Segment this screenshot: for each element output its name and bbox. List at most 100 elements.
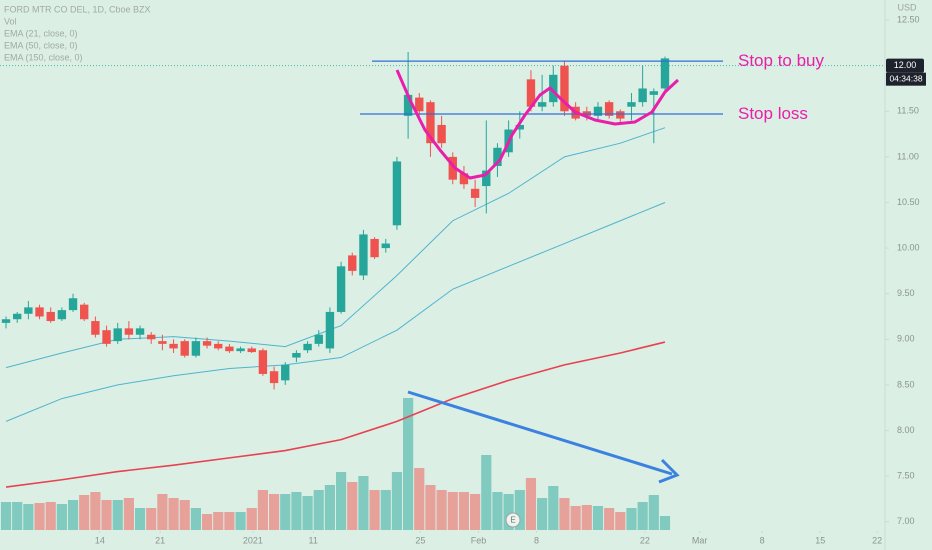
candle-body (426, 102, 435, 144)
x-tick-label: Mar (692, 535, 708, 545)
candle-body (191, 341, 201, 356)
level-label: Stop to buy (738, 51, 825, 70)
volume-bar (56, 504, 67, 530)
x-tick-label: 14 (95, 535, 105, 545)
candle-body (649, 91, 658, 95)
volume-bar (34, 503, 45, 530)
x-tick-label: 11 (308, 535, 317, 545)
earnings-badge (505, 512, 521, 528)
volume-bar (235, 512, 246, 530)
volume-bar (492, 492, 503, 530)
candle-body (403, 94, 413, 116)
candle-body (660, 58, 670, 89)
candle-body (135, 328, 145, 335)
y-tick-label: 11.00 (897, 151, 919, 161)
volume-bar (391, 472, 403, 530)
volume-bar (347, 482, 358, 530)
candle-body (158, 341, 167, 344)
volume-bar (201, 514, 213, 530)
candle-body (68, 298, 78, 311)
volume-bar (447, 492, 458, 530)
candle-body (359, 234, 368, 276)
candle-body (604, 102, 614, 116)
candle-body (24, 307, 33, 314)
candle-body (627, 102, 636, 107)
volume-bar (380, 490, 391, 530)
volume-bar (581, 505, 592, 530)
y-tick-label: 7.50 (897, 470, 915, 480)
candle-body (549, 74, 558, 103)
volume-bar (0, 502, 12, 530)
candle-body (202, 341, 212, 346)
volume-bar (90, 492, 101, 530)
chart-title: FORD MTR CO DEL, 1D, Cboe BZX (4, 4, 151, 14)
volume-bar (559, 498, 570, 530)
x-tick-label: 21 (155, 535, 165, 545)
candle-body (124, 328, 134, 335)
volume-bar (302, 496, 313, 530)
volume-bar (134, 508, 146, 530)
candle-body (314, 334, 323, 344)
candle-body (1, 319, 11, 323)
earnings-label: E (510, 516, 515, 525)
candle-body (102, 330, 111, 344)
last-price-box (886, 58, 924, 73)
candle-body (537, 102, 547, 107)
candle-body (392, 161, 402, 226)
candle-body (448, 156, 457, 180)
x-tick-label: 22 (872, 535, 882, 545)
candle-body (526, 79, 536, 107)
candle-body (515, 124, 524, 130)
volume-bar (604, 508, 615, 530)
y-tick-label: 10.50 (897, 197, 920, 207)
volume-bar (280, 494, 291, 530)
candle-body (91, 321, 100, 335)
x-tick-label: Feb (471, 535, 487, 545)
candle-body (147, 334, 156, 340)
volume-bar (79, 495, 90, 530)
candle-body (348, 255, 357, 271)
candle-body (269, 371, 279, 384)
volume-bar (425, 485, 436, 530)
legend-volume: Vol (4, 16, 17, 26)
candle-body (336, 266, 346, 312)
y-tick-label: 9.50 (897, 288, 915, 298)
volume-bar (648, 495, 659, 530)
volume-bar (414, 468, 425, 530)
volume-bar (470, 494, 481, 530)
volume-bar (112, 500, 123, 530)
x-tick-label: 15 (815, 535, 825, 545)
candle-body (292, 352, 301, 358)
candle-body (35, 307, 44, 317)
volume-bar (436, 490, 447, 530)
volume-bar (168, 498, 179, 530)
y-tick-label: 11.50 (897, 106, 919, 116)
volume-bar (659, 516, 671, 530)
volume-bar (570, 506, 581, 530)
y-tick-label: 10.00 (897, 242, 920, 252)
volume-bar (123, 498, 134, 530)
candle-body (57, 310, 67, 320)
candle-body (236, 348, 245, 352)
volume-bar (45, 502, 56, 530)
x-tick-label: 8 (760, 535, 765, 545)
legend-entry: EMA (21, close, 0) (4, 28, 78, 38)
candle-body (415, 97, 424, 112)
volume-bar (592, 506, 604, 530)
y-tick-label: 9.00 (897, 334, 915, 344)
y-tick-label: 8.50 (897, 379, 915, 389)
volume-bar (369, 490, 380, 530)
trend-arrow-head (658, 458, 680, 484)
volume-bar (336, 472, 347, 530)
volume-bar (12, 502, 23, 530)
volume-bar (358, 476, 369, 530)
x-tick-label: 22 (640, 535, 650, 545)
ema-line (5, 341, 666, 488)
currency-label: USD (897, 2, 917, 12)
candle-body (493, 147, 502, 167)
volume-bar (626, 508, 637, 530)
volume-bar (67, 500, 79, 530)
volume-bar (190, 508, 201, 530)
candle-body (560, 65, 569, 112)
